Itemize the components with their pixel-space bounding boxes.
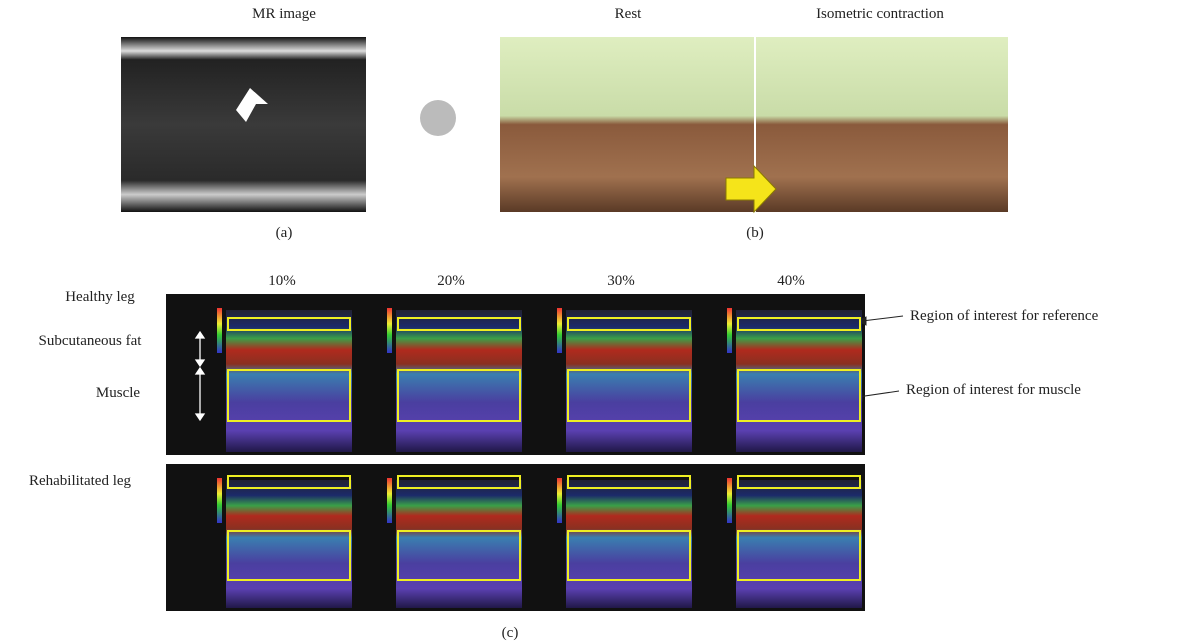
elastography-image — [566, 310, 692, 452]
roi-muscle-label: Region of interest for muscle — [906, 381, 1081, 399]
elastography-image — [396, 480, 522, 608]
elastography-image — [736, 480, 862, 608]
contraction-photo — [756, 37, 1008, 212]
color-bar — [727, 308, 732, 353]
elastography-image — [396, 310, 522, 452]
mr-bone — [420, 100, 456, 136]
elastography-image — [736, 310, 862, 452]
elastography-image — [226, 480, 352, 608]
fat-label: Subcutaneous fat — [35, 330, 145, 352]
color-bar — [217, 478, 222, 523]
panel-c-label: (c) — [502, 624, 519, 642]
elastography-image — [226, 310, 352, 452]
color-bar — [727, 478, 732, 523]
figure: MR image (a) Rest Isometric contraction … — [0, 0, 1177, 643]
rest-photo — [500, 37, 754, 212]
panel-b-title: Rest — [615, 5, 642, 23]
roi-reference-label: Region of interest for reference — [910, 307, 1098, 325]
panel-a-label: (a) — [276, 224, 293, 242]
panel-b-label: (b) — [746, 224, 764, 242]
column-label: 20% — [437, 272, 465, 290]
color-bar — [217, 308, 222, 353]
color-bar — [557, 478, 562, 523]
column-label: 40% — [777, 272, 805, 290]
panel-b-title: Isometric contraction — [816, 5, 944, 23]
muscle-label: Muscle — [96, 384, 140, 402]
elastography-image — [566, 480, 692, 608]
row-label: Rehabilitated leg — [29, 472, 131, 490]
color-bar — [387, 308, 392, 353]
mr-image — [121, 37, 366, 212]
color-bar — [557, 308, 562, 353]
column-label: 10% — [268, 272, 296, 290]
column-label: 30% — [607, 272, 635, 290]
row-label: Healthy leg — [65, 288, 135, 306]
color-bar — [387, 478, 392, 523]
panel-a-title: MR image — [252, 5, 316, 23]
